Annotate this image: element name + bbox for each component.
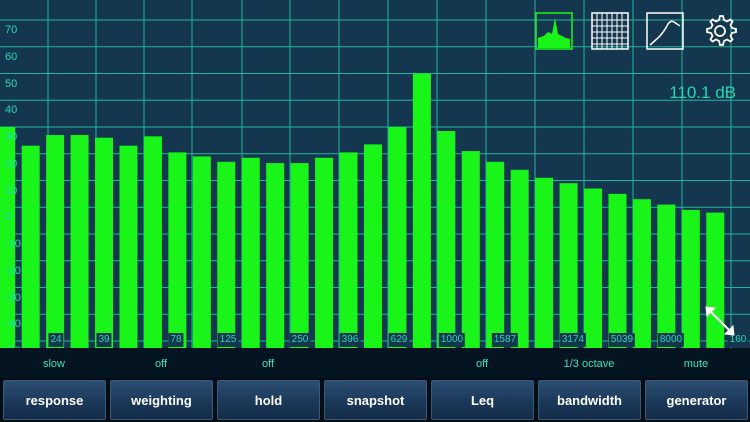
spectrum-bar	[46, 135, 65, 348]
y-axis-label: 60	[5, 50, 18, 63]
y-axis-label: -30	[5, 291, 21, 304]
frequency-label: 39	[96, 333, 112, 347]
spectrum-bar	[584, 188, 603, 348]
y-axis-label: 20	[5, 157, 18, 170]
spectrum-bar	[70, 135, 89, 348]
frequency-label: 629	[388, 333, 410, 347]
frequency-label: 5039	[608, 333, 636, 347]
leq-status: off	[475, 358, 489, 370]
bandwidth-button[interactable]: bandwidth	[538, 380, 641, 420]
weighting-button[interactable]: weighting	[110, 380, 213, 420]
y-axis-label: 0	[5, 211, 12, 224]
snapshot-button[interactable]: snapshot	[324, 380, 427, 420]
spectrum-bar	[706, 212, 725, 348]
bandwidth-status: 1/3 octave	[563, 358, 615, 370]
spectrum-bar	[0, 127, 16, 348]
frequency-label: 8000	[657, 333, 685, 347]
y-axis-label: 50	[5, 77, 18, 90]
spectrum-view-icon[interactable]	[535, 12, 573, 50]
y-axis-label: 40	[5, 104, 18, 117]
spectrum-bar	[681, 209, 700, 348]
y-axis-label: -40	[5, 318, 21, 331]
y-axis-label: 30	[5, 131, 18, 143]
spectrum-bar	[510, 169, 529, 348]
frequency-label: 1000	[438, 333, 466, 347]
spectrum-bar	[21, 145, 40, 348]
frequency-label: 160	[727, 333, 749, 347]
spectrum-bar	[339, 152, 358, 348]
generator-button[interactable]: generator	[645, 380, 748, 420]
spectrum-bar	[437, 131, 456, 348]
curve-view-icon[interactable]	[646, 12, 684, 50]
spectrum-bar	[559, 183, 578, 348]
spectrum-bar	[241, 157, 260, 348]
expand-arrows-icon[interactable]	[704, 305, 736, 337]
hold-button[interactable]: hold	[217, 380, 320, 420]
generator-status: mute	[683, 358, 709, 370]
frequency-label: 24	[48, 333, 64, 347]
weighting-status: off	[154, 358, 168, 370]
spectrum-bar	[461, 151, 480, 348]
settings-status-row: slow off off off 1/3 octave mute	[0, 348, 750, 378]
response-status: slow	[42, 358, 66, 370]
spectrum-bar	[535, 177, 554, 348]
frequency-label: 3174	[559, 333, 587, 347]
hold-status: off	[261, 358, 275, 370]
frequency-label: 250	[289, 333, 311, 347]
frequency-label: 396	[339, 333, 361, 347]
spectrum-bar	[486, 161, 505, 348]
spectrum-bar	[363, 144, 382, 348]
spectrum-bar	[290, 163, 309, 348]
leq-button[interactable]: Leq	[431, 380, 534, 420]
y-axis-label: 10	[5, 184, 18, 197]
spectrum-bar	[632, 199, 651, 348]
spectrum-bar	[388, 127, 407, 348]
level-readout: 110.1 dB	[669, 83, 736, 102]
y-axis-label: -20	[5, 264, 21, 277]
y-axis-label: 70	[5, 24, 18, 36]
grid-view-icon[interactable]	[591, 12, 629, 50]
spectrum-bar	[119, 145, 138, 348]
spectrum-bar	[266, 163, 285, 348]
spectrum-bar	[608, 193, 627, 348]
spectrum-bar	[192, 156, 211, 348]
spectrum-bar	[657, 204, 676, 348]
settings-gear-icon[interactable]	[701, 12, 739, 50]
response-button[interactable]: response	[3, 380, 106, 420]
spectrum-bar	[315, 157, 334, 348]
spectrum-bar	[168, 152, 187, 348]
spectrum-bars	[0, 73, 725, 348]
spectrum-bar	[217, 161, 236, 348]
spectrum-bar	[412, 73, 431, 348]
spectrum-bar	[143, 136, 162, 348]
frequency-label: 1587	[491, 333, 519, 347]
spectrum-bar	[95, 137, 114, 348]
frequency-label: 125	[217, 333, 239, 347]
control-button-row: response weighting hold snapshot Leq ban…	[0, 378, 750, 422]
frequency-label: 78	[168, 333, 184, 347]
y-axis-label: -10	[5, 238, 21, 250]
